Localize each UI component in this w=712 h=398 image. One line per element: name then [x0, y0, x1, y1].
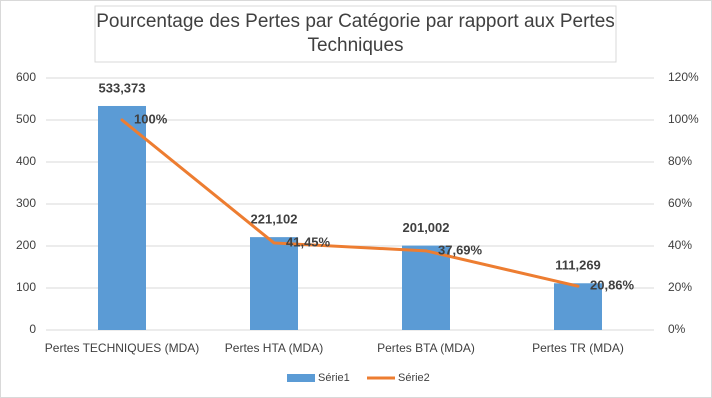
y2-tick-label: 120%	[668, 70, 699, 84]
x-tick-label: Pertes HTA (MDA)	[225, 341, 323, 355]
line	[120, 118, 580, 288]
y-tick-label: 600	[16, 70, 36, 84]
line-value-label: 41,45%	[286, 234, 331, 249]
bar-value-label: 533,373	[99, 80, 146, 95]
title-wrap: Pourcentage des Pertes par Catégorie par…	[96, 11, 615, 56]
y2-tick-label: 0%	[668, 322, 686, 336]
legend-label: Série2	[398, 372, 430, 384]
title-box	[94, 5, 617, 63]
line-value-label: 37,69%	[438, 242, 483, 257]
x-tick-label: Pertes BTA (MDA)	[377, 341, 475, 355]
x-tick-label: Pertes TECHNIQUES (MDA)	[45, 341, 199, 355]
x-tick-label: Pertes TR (MDA)	[532, 341, 624, 355]
y-tick-label: 0	[29, 322, 36, 336]
y-tick-label: 500	[16, 112, 36, 126]
y-tick-label: 100	[16, 280, 36, 294]
y-tick-label: 200	[16, 238, 36, 252]
y-tick-label: 300	[16, 196, 36, 210]
legend-swatch	[287, 374, 315, 382]
line-value-label: 100%	[134, 111, 168, 126]
bar	[98, 105, 146, 330]
bar-value-label: 201,002	[403, 220, 450, 235]
y2-tick-label: 100%	[668, 112, 699, 126]
y2-tick-label: 40%	[668, 238, 692, 252]
bar-value-label: 111,269	[555, 258, 601, 273]
bar	[554, 283, 602, 330]
chart-title: Pourcentage des Pertes par Catégorie par…	[96, 11, 615, 56]
legend-label: Série1	[318, 372, 350, 384]
bar	[250, 237, 298, 330]
y-tick-label: 400	[16, 154, 36, 168]
y2-tick-label: 80%	[668, 154, 692, 168]
y2-tick-label: 60%	[668, 196, 692, 210]
y2-tick-label: 20%	[668, 280, 692, 294]
bar-value-label: 221,102	[251, 212, 298, 227]
line-value-label: 20,86%	[590, 278, 635, 293]
bar	[402, 245, 450, 330]
